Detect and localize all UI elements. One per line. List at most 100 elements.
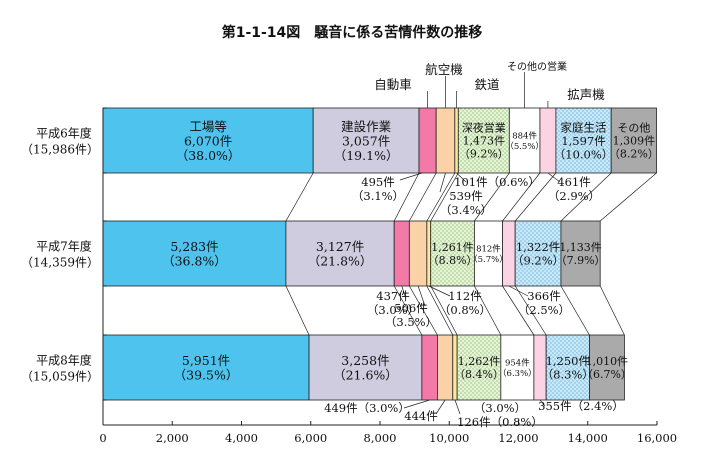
bar-segment-series-3 xyxy=(437,334,454,401)
label-leader xyxy=(435,399,446,415)
data-label: 5,951件 xyxy=(182,353,230,368)
data-label: （21.6%） xyxy=(333,368,398,383)
data-label: 884件 xyxy=(512,130,537,141)
data-label: 437件 xyxy=(376,289,409,303)
bar-segment-series-3 xyxy=(435,107,456,174)
series-name-label: 拡声機 xyxy=(567,87,605,102)
data-label: （8.4%） xyxy=(454,368,504,381)
data-label: （9.2%） xyxy=(512,254,564,268)
x-tick-label: 12,000 xyxy=(498,431,538,445)
connector-line xyxy=(560,285,590,336)
connector-line xyxy=(393,172,420,222)
connector-line xyxy=(514,285,547,336)
bar-segment-series-0 xyxy=(102,220,287,287)
data-label: （9.2%） xyxy=(459,148,509,161)
category-label: 平成6年度 xyxy=(36,126,92,141)
x-tick-label: 10,000 xyxy=(429,431,469,445)
data-label: （5.7%） xyxy=(469,254,508,265)
data-label: （36.8%） xyxy=(162,254,227,269)
connector-line xyxy=(430,172,459,222)
connector-line xyxy=(514,172,557,222)
bar-segment-series-9 xyxy=(610,107,657,174)
segment-name-label: その他 xyxy=(617,122,650,135)
x-tick-label: 2,000 xyxy=(156,431,189,445)
label-leader xyxy=(454,399,461,415)
data-label: 461件 xyxy=(557,175,590,189)
data-label: 1,597件 xyxy=(561,134,605,148)
data-label: 5,283件 xyxy=(170,239,218,254)
data-label: 954件 xyxy=(505,357,530,368)
data-label: （8.3%） xyxy=(542,368,594,382)
data-label: 506件 xyxy=(394,301,427,315)
data-label: 355件（2.4%） xyxy=(538,399,624,413)
data-label: 1,322件 xyxy=(516,240,560,254)
series-name-label: 航空機 xyxy=(425,62,463,77)
data-label: 1,261件 xyxy=(431,241,474,254)
data-label: 1,309件 xyxy=(613,135,656,148)
data-label: 812件 xyxy=(476,243,501,254)
data-label: （7.9%） xyxy=(556,254,606,267)
data-label: （3.0%） xyxy=(474,401,526,415)
bar-segment-series-0 xyxy=(102,107,314,174)
label-leader xyxy=(417,285,426,307)
data-label: （0.8%） xyxy=(439,303,491,317)
data-label: 1,250件 xyxy=(546,354,590,368)
connector-line xyxy=(430,285,458,336)
category-total: （15,059件） xyxy=(21,370,99,384)
data-label: 366件 xyxy=(527,289,560,303)
segment-name-label: 深夜営業 xyxy=(462,121,506,135)
bar-segment-series-2 xyxy=(418,107,437,174)
connector-line xyxy=(599,285,625,336)
bar-segment-series-9 xyxy=(589,334,625,401)
data-label: （8.2%） xyxy=(609,148,659,161)
connector-line xyxy=(285,172,314,222)
bar-segment-series-6 xyxy=(500,334,535,401)
data-label: 1,010件 xyxy=(586,355,629,368)
bar-segment-series-2 xyxy=(421,334,438,401)
connector-line xyxy=(426,285,454,336)
bar-segment-series-2 xyxy=(393,220,410,287)
data-label: 1,262件 xyxy=(458,355,501,368)
x-tick-label: 8,000 xyxy=(364,431,397,445)
data-label: 1,473件 xyxy=(463,135,506,148)
connector-line xyxy=(502,172,541,222)
data-label: （6.3%） xyxy=(498,368,537,379)
data-label: （38.0%） xyxy=(176,148,241,163)
label-leader xyxy=(547,172,561,183)
data-label: （6.7%） xyxy=(582,368,632,381)
bar-segment-series-9 xyxy=(560,220,601,287)
data-label: 495件 xyxy=(361,175,394,189)
category-label: 平成7年度 xyxy=(36,239,92,254)
bar-segment-series-4 xyxy=(454,107,459,174)
data-label: 3,057件 xyxy=(342,133,390,148)
data-label: 3,258件 xyxy=(341,353,389,368)
data-label: （10.0%） xyxy=(554,147,614,161)
connector-line xyxy=(474,285,502,336)
data-label: 6,070件 xyxy=(184,133,232,148)
bar-segment-series-5 xyxy=(456,334,502,401)
x-tick-label: 4,000 xyxy=(225,431,258,445)
data-label: （3.1%） xyxy=(352,189,404,203)
bar-segment-series-6 xyxy=(473,220,503,287)
data-label: （2.9%） xyxy=(548,189,600,203)
label-leader xyxy=(428,285,451,297)
label-leader xyxy=(439,172,446,193)
data-label: 539件 xyxy=(449,189,482,203)
connector-line xyxy=(409,285,438,336)
data-label: （8.8%） xyxy=(428,254,478,267)
series-name-label: 自動車 xyxy=(374,77,412,92)
series-name-label: 鉄道 xyxy=(474,77,500,92)
label-leader xyxy=(401,285,406,297)
label-leader xyxy=(456,172,467,183)
bar-segment-series-7 xyxy=(539,107,557,174)
connector-line xyxy=(426,172,456,222)
x-tick-label: 16,000 xyxy=(637,431,677,445)
segment-name-label: 工場等 xyxy=(189,119,227,134)
bar-segment-series-3 xyxy=(408,220,428,287)
bar-segment-series-1 xyxy=(308,334,423,401)
data-label: 101件（0.6%） xyxy=(454,175,540,189)
category-label: 平成8年度 xyxy=(36,353,92,368)
data-label: 444件 xyxy=(404,409,437,423)
data-label: 449件（3.0%） xyxy=(324,401,410,415)
label-leader xyxy=(399,172,423,181)
